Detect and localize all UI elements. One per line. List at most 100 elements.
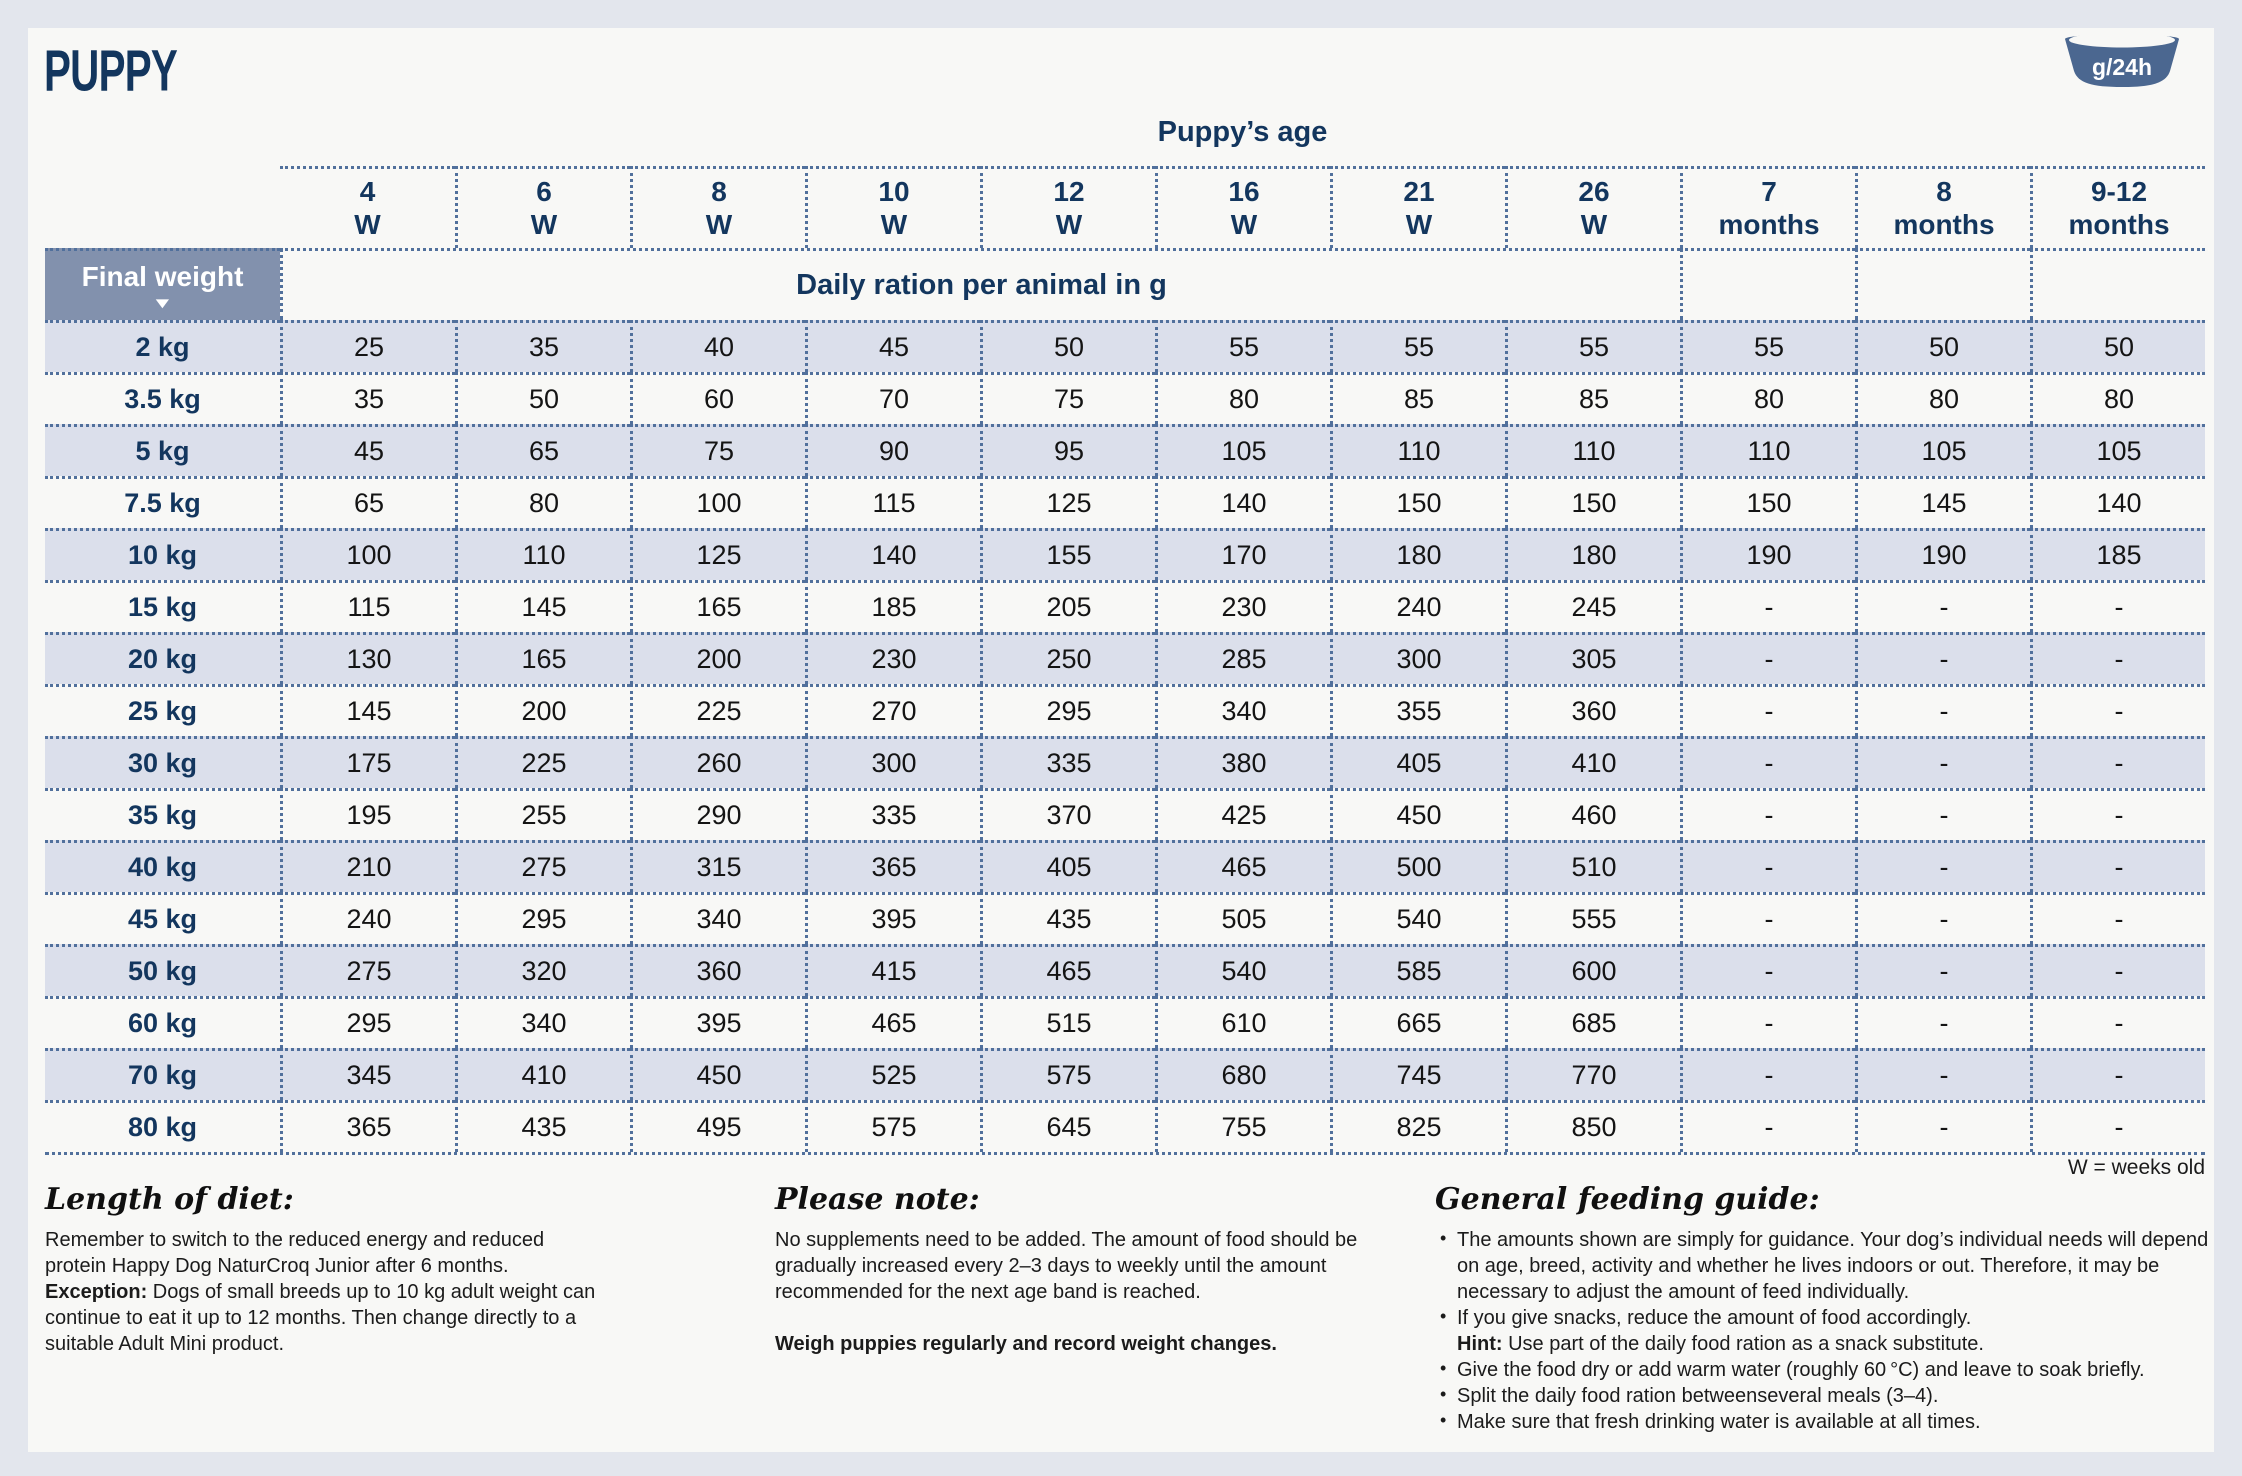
final-weight-header: Final weight ▼ xyxy=(45,248,280,320)
ration-value: 260 xyxy=(630,736,805,788)
ration-value: 200 xyxy=(630,632,805,684)
ration-value: - xyxy=(1680,736,1855,788)
ration-value: - xyxy=(1680,892,1855,944)
ration-value: - xyxy=(2030,788,2205,840)
ration-value: 180 xyxy=(1505,528,1680,580)
ration-value: - xyxy=(1680,996,1855,1048)
ration-value: 770 xyxy=(1505,1048,1680,1100)
ration-value: 450 xyxy=(630,1048,805,1100)
feeding-guide-card: PUPPY g/24h Puppy’s age 4 W 6 W 8 W 10 W 12 W 16 W 2… xyxy=(28,28,2214,1452)
ration-value: 200 xyxy=(455,684,630,736)
ration-value: 300 xyxy=(805,736,980,788)
ration-value: 110 xyxy=(1505,424,1680,476)
ration-value: - xyxy=(2030,1048,2205,1100)
guide-bullet: Give the food dry or add warm water (rou… xyxy=(1435,1357,2235,1383)
ration-value: 290 xyxy=(630,788,805,840)
ration-value: 75 xyxy=(630,424,805,476)
ration-value: 45 xyxy=(280,424,455,476)
note-length-of-diet: Length of diet: Remember to switch to th… xyxy=(45,1180,610,1435)
ration-value: 295 xyxy=(280,996,455,1048)
ration-value: 80 xyxy=(2030,372,2205,424)
weight-row-label: 60 kg xyxy=(45,996,280,1048)
ration-value: - xyxy=(1855,684,2030,736)
ration-value: 140 xyxy=(805,528,980,580)
weight-row-label: 3.5 kg xyxy=(45,372,280,424)
ration-value: 495 xyxy=(630,1100,805,1152)
ration-value: 270 xyxy=(805,684,980,736)
ration-value: 110 xyxy=(455,528,630,580)
weight-row-label: 5 kg xyxy=(45,424,280,476)
weeks-abbreviation-note: W = weeks old xyxy=(2067,1156,2205,1179)
weight-row-label: 30 kg xyxy=(45,736,280,788)
ration-value: 755 xyxy=(1155,1100,1330,1152)
ration-value: 410 xyxy=(455,1048,630,1100)
ration-value: 115 xyxy=(805,476,980,528)
guide-bullet: If you give snacks, reduce the amount of… xyxy=(1435,1305,2235,1357)
ration-value: 365 xyxy=(805,840,980,892)
ration-value: 600 xyxy=(1505,944,1680,996)
ration-value: 45 xyxy=(805,320,980,372)
ration-value: 405 xyxy=(1330,736,1505,788)
ration-value: 35 xyxy=(280,372,455,424)
ration-value: 50 xyxy=(455,372,630,424)
empty-header-cell xyxy=(1680,248,1855,320)
ration-value: 510 xyxy=(1505,840,1680,892)
ration-value: 435 xyxy=(980,892,1155,944)
weight-row-label: 80 kg xyxy=(45,1100,280,1152)
ration-value: 165 xyxy=(630,580,805,632)
ration-value: 75 xyxy=(980,372,1155,424)
ration-value: 745 xyxy=(1330,1048,1505,1100)
ration-value: 320 xyxy=(455,944,630,996)
ration-value: - xyxy=(2030,840,2205,892)
ration-value: 105 xyxy=(1855,424,2030,476)
weight-row-label: 50 kg xyxy=(45,944,280,996)
ration-value: 55 xyxy=(1680,320,1855,372)
ration-value: 245 xyxy=(1505,580,1680,632)
ration-value: 150 xyxy=(1680,476,1855,528)
ration-value: - xyxy=(1855,944,2030,996)
ration-value: 575 xyxy=(980,1048,1155,1100)
ration-value: - xyxy=(2030,1100,2205,1152)
down-arrow-icon: ▼ xyxy=(151,294,174,312)
ration-value: 275 xyxy=(455,840,630,892)
ration-value: 225 xyxy=(630,684,805,736)
ration-value: 85 xyxy=(1330,372,1505,424)
ration-value: - xyxy=(1680,944,1855,996)
ration-value: 80 xyxy=(455,476,630,528)
ration-value: 405 xyxy=(980,840,1155,892)
table-bottom-border xyxy=(45,1152,2205,1155)
ration-value: - xyxy=(1855,996,2030,1048)
note-body: No supplements need to be added. The amo… xyxy=(775,1229,1358,1303)
ration-value: 345 xyxy=(280,1048,455,1100)
ration-value: 170 xyxy=(1155,528,1330,580)
ration-value: 555 xyxy=(1505,892,1680,944)
ration-value: 145 xyxy=(280,684,455,736)
ration-value: 50 xyxy=(1855,320,2030,372)
weight-row-label: 45 kg xyxy=(45,892,280,944)
ration-value: 395 xyxy=(630,996,805,1048)
weight-row-label: 10 kg xyxy=(45,528,280,580)
ration-value: 365 xyxy=(280,1100,455,1152)
ration-value: 210 xyxy=(280,840,455,892)
ration-value: 70 xyxy=(805,372,980,424)
ration-value: - xyxy=(1680,632,1855,684)
ration-value: 110 xyxy=(1330,424,1505,476)
ration-value: - xyxy=(1680,788,1855,840)
ration-value: 645 xyxy=(980,1100,1155,1152)
ration-value: 465 xyxy=(1155,840,1330,892)
guide-bullet: The amounts shown are simply for guidanc… xyxy=(1435,1227,2235,1305)
ration-value: - xyxy=(1680,1100,1855,1152)
ration-value: 65 xyxy=(455,424,630,476)
ration-value: 505 xyxy=(1155,892,1330,944)
ration-value: 115 xyxy=(280,580,455,632)
note-general-feeding-guide: General feeding guide: The amounts shown… xyxy=(1435,1180,2235,1435)
ration-header: Daily ration per animal in g xyxy=(280,248,1680,320)
age-column-header: 9-12 months xyxy=(2030,166,2205,248)
ration-value: 55 xyxy=(1505,320,1680,372)
ration-value: 140 xyxy=(1155,476,1330,528)
ration-value: 90 xyxy=(805,424,980,476)
ration-value: 100 xyxy=(280,528,455,580)
weight-row-label: 15 kg xyxy=(45,580,280,632)
ration-value: 295 xyxy=(980,684,1155,736)
